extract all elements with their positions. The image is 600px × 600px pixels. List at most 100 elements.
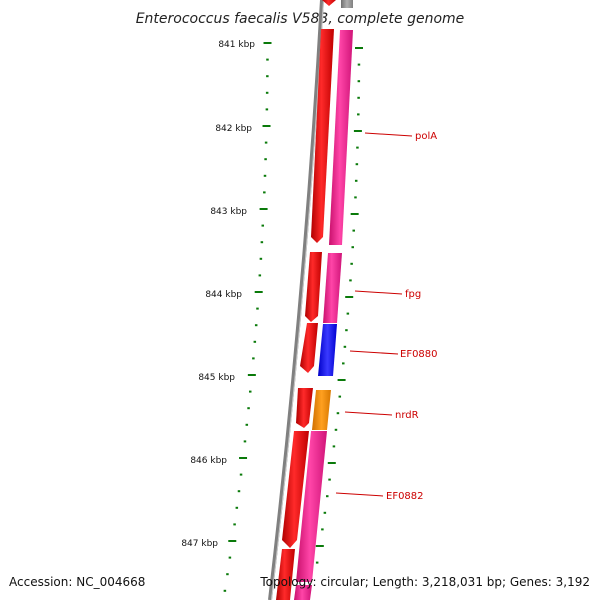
gene-forward-EF0882-left <box>282 431 309 548</box>
ruler-minor-tick <box>315 561 319 564</box>
reverse-strand-genes <box>294 30 353 600</box>
gene-forward-nrdR-left <box>296 388 313 428</box>
kbp-label: 842 kbp <box>215 124 252 134</box>
ruler-minor-tick <box>346 312 350 315</box>
ruler-minor-tick <box>239 473 243 476</box>
kbp-label: 845 kbp <box>198 373 235 383</box>
ruler-minor-tick <box>237 490 241 493</box>
ruler-minor-tick <box>243 440 247 443</box>
ruler-minor-tick <box>356 146 359 149</box>
ruler-major-tick <box>262 125 271 127</box>
gene-label-fpg: fpg <box>405 289 421 300</box>
ruler-minor-tick <box>264 158 267 161</box>
gene-reverse-bottom <box>294 585 312 600</box>
ruler-minor-tick <box>261 224 265 227</box>
ruler-minor-tick <box>357 113 360 116</box>
gene-forward-mid <box>300 323 318 373</box>
ruler-minor-tick <box>228 556 232 559</box>
ruler-major-tick <box>239 457 248 459</box>
ruler-minor-tick <box>266 75 269 78</box>
ruler-minor-tick <box>343 345 347 348</box>
ruler-minor-tick <box>256 307 259 310</box>
leader-EF0882 <box>335 492 384 497</box>
gene-label-nrdR: nrdR <box>395 410 419 421</box>
ruler-minor-tick <box>323 511 327 514</box>
ruler-minor-tick <box>248 390 252 393</box>
ruler-minor-tick <box>259 257 263 260</box>
ruler-minor-tick <box>226 573 229 576</box>
ruler-minor-tick <box>342 362 345 365</box>
ruler-major-tick <box>259 208 268 210</box>
kbp-label: 847 kbp <box>181 539 218 549</box>
genome-summary-text: Topology: circular; Length: 3,218,031 bp… <box>259 575 590 589</box>
ruler-minor-tick <box>352 229 355 232</box>
ruler-minor-tick <box>336 412 340 415</box>
gene-label-polA: polA <box>415 131 437 142</box>
ruler-minor-tick <box>326 495 329 498</box>
gene-nrdR-orange <box>312 390 331 430</box>
ruler-minor-tick <box>252 357 255 360</box>
gene-labels: polA fpg EF0880 nrdR EF0882 <box>386 131 438 502</box>
ruler-minor-tick <box>350 262 353 265</box>
leader-polA <box>364 132 413 137</box>
gene-reverse-EF0882 <box>296 431 327 582</box>
ruler-minor-tick <box>258 274 262 277</box>
kbp-label: 841 kbp <box>218 40 255 50</box>
gene-label-lines <box>335 132 413 497</box>
ruler-minor-tick <box>357 80 361 83</box>
ruler-minor-tick <box>223 589 227 592</box>
ruler-minor-tick <box>328 478 331 481</box>
leader-nrdR <box>344 411 393 416</box>
gene-reverse-polA <box>329 30 353 245</box>
ruler-major-tick <box>345 296 354 298</box>
feature-grey-top <box>341 0 353 8</box>
accession-text: Accession: NC_004668 <box>9 575 145 589</box>
gene-label-EF0882: EF0882 <box>386 491 424 502</box>
gene-forward-top-arrow <box>322 0 336 6</box>
forward-strand-genes <box>276 0 336 600</box>
ruler-minor-tick <box>233 523 236 526</box>
ruler-minor-tick <box>263 174 267 177</box>
map-title: Enterococcus faecalis V583, complete gen… <box>136 11 465 27</box>
backbone-line <box>268 0 324 600</box>
ruler-minor-tick <box>245 423 249 426</box>
ruler-minor-tick <box>354 179 358 182</box>
ruler-major-tick <box>350 213 359 215</box>
gene-forward-polA <box>311 29 334 243</box>
kbp-label: 843 kbp <box>210 207 247 217</box>
ruler-major-tick <box>254 291 263 293</box>
ruler-minor-tick <box>253 340 257 343</box>
ruler-minor-tick <box>351 246 354 249</box>
ruler-minor-tick <box>265 91 269 94</box>
ruler-minor-tick <box>247 407 250 410</box>
gene-label-EF0880: EF0880 <box>400 349 438 360</box>
ruler-minor-tick <box>260 241 264 244</box>
ruler-major-tick <box>228 540 237 542</box>
ruler-major-tick <box>263 42 272 44</box>
ruler-minor-tick <box>345 329 348 332</box>
ruler-minor-tick <box>235 506 239 509</box>
gene-forward-bottom <box>276 549 295 600</box>
ruler-minor-tick <box>355 163 359 166</box>
gene-reverse-fpg <box>323 253 342 323</box>
ruler-minor-tick <box>321 528 324 531</box>
ruler-minor-tick <box>263 191 266 194</box>
gene-EF0880-blue <box>318 324 337 376</box>
ruler-major-tick <box>353 130 362 132</box>
ruler-minor-tick <box>265 108 269 111</box>
ruler-minor-tick <box>357 96 360 99</box>
ruler-major-tick <box>327 462 336 464</box>
ruler-minor-tick <box>264 141 268 144</box>
ruler-minor-tick <box>354 196 357 199</box>
ruler-minor-tick <box>338 395 342 398</box>
ruler-ticks <box>223 42 363 592</box>
gene-forward-fpg <box>305 252 322 322</box>
ruler-minor-tick <box>254 324 258 327</box>
ruler-major-tick <box>355 47 363 49</box>
ruler-minor-tick <box>266 58 269 61</box>
kbp-labels: 841 kbp 842 kbp 843 kbp 844 kbp 845 kbp … <box>181 40 255 549</box>
kbp-label: 844 kbp <box>205 290 242 300</box>
ruler-minor-tick <box>334 428 338 431</box>
kbp-label: 846 kbp <box>190 456 227 466</box>
